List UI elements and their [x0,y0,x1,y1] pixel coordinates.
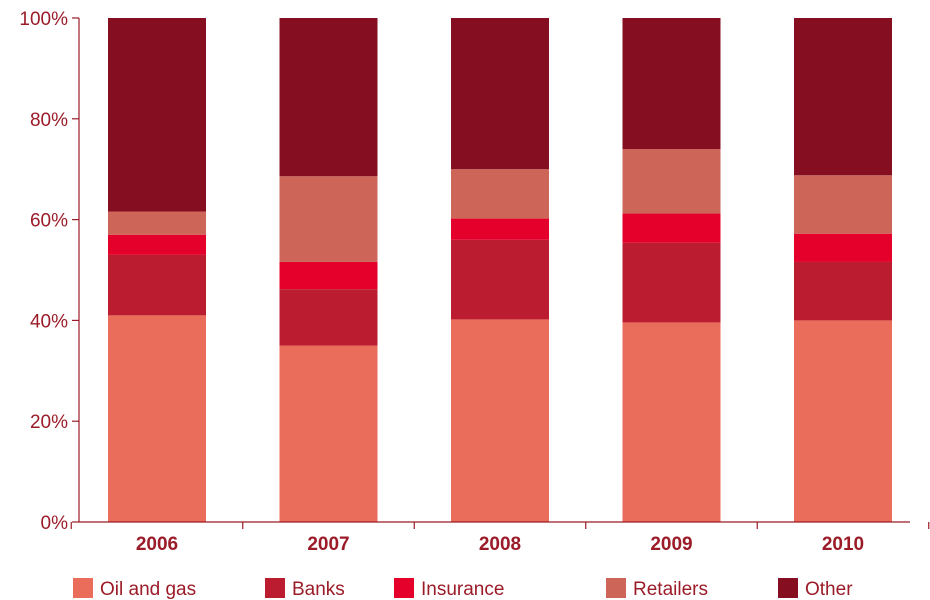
bar-retailers-2010 [794,175,892,234]
y-tick-label: 80% [30,110,68,131]
legend-label: Other [805,579,853,600]
y-tick-label: 100% [19,9,68,30]
x-tick-label: 2010 [822,534,864,555]
bar-oil-and-gas-2006 [108,315,206,522]
x-tick-label: 2007 [307,534,349,555]
legend-label: Banks [292,579,345,600]
legend-label: Insurance [421,579,504,600]
x-tick-label: 2009 [650,534,692,555]
y-tick-label: 0% [41,513,69,534]
x-tick-label: 2008 [479,534,521,555]
bar-insurance-2010 [794,233,892,262]
legend-item-insurance: Insurance [394,578,504,600]
bar-insurance-2006 [108,234,206,255]
bar-banks-2009 [622,242,721,323]
legend-label: Oil and gas [100,579,196,600]
bar-other-2008 [451,18,549,170]
legend-item-other: Other [778,578,853,600]
legend-label: Retailers [633,579,708,600]
legend-swatch [778,578,798,598]
bar-retailers-2009 [622,149,721,214]
bar-insurance-2008 [451,218,549,240]
bar-insurance-2009 [622,213,721,243]
bar-other-2007 [279,18,378,177]
x-tick-label: 2006 [136,534,178,555]
bar-oil-and-gas-2007 [279,345,378,522]
y-tick-label: 60% [30,211,68,232]
bar-oil-and-gas-2010 [794,320,892,522]
legend-item-oil-and-gas: Oil and gas [73,578,196,600]
legend-swatch [394,578,414,598]
bar-retailers-2008 [451,169,549,219]
bar-other-2010 [794,18,892,176]
bar-insurance-2007 [279,261,378,290]
bar-banks-2010 [794,261,892,321]
legend-item-retailers: Retailers [606,578,708,600]
legend-swatch [265,578,285,598]
bar-retailers-2006 [108,211,206,235]
y-tick-label: 40% [30,311,68,332]
bar-retailers-2007 [279,176,378,262]
legend-swatch [606,578,626,598]
y-tick-label: 20% [30,412,68,433]
bar-banks-2008 [451,239,549,320]
bar-oil-and-gas-2008 [451,319,549,522]
bar-oil-and-gas-2009 [622,322,721,522]
y-axis: 0% 20% 40% 60% 80% 100% [19,9,80,534]
legend-swatch [73,578,93,598]
bars [108,18,892,522]
bar-other-2006 [108,18,206,212]
bar-banks-2006 [108,254,206,316]
legend-item-banks: Banks [265,578,345,600]
legend: Oil and gas Banks Insurance Retailers Other [73,578,853,600]
bar-other-2009 [622,18,721,150]
bar-banks-2007 [279,289,378,346]
x-axis: 2006 2007 2008 2009 2010 [70,521,930,555]
